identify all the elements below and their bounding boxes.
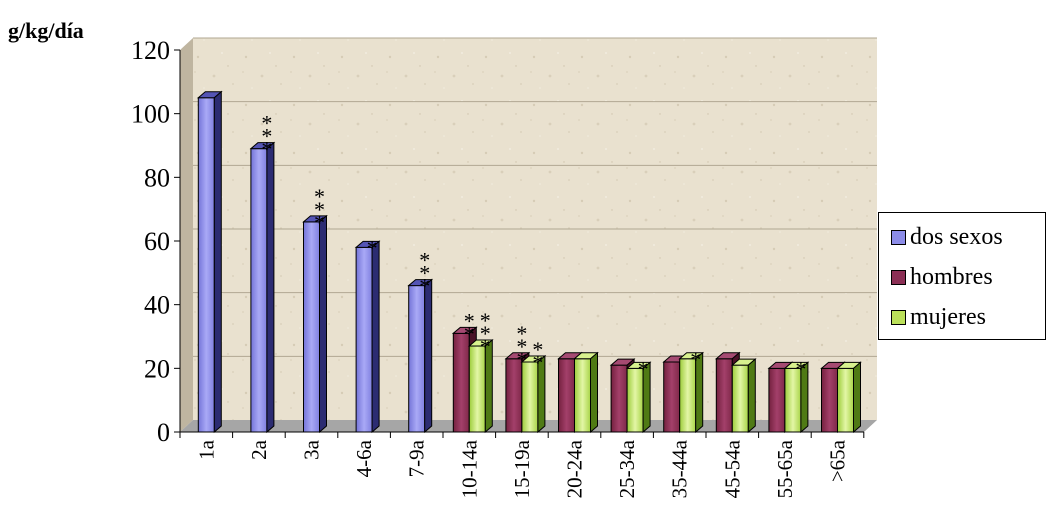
- significance-label: *: [690, 347, 701, 372]
- y-tick-label: 120: [131, 36, 170, 65]
- legend-swatch-mujeres: [891, 309, 906, 325]
- significance-label: * *: [532, 337, 543, 375]
- legend-item-dos-sexos: dos sexos: [891, 223, 1003, 251]
- x-tick-label-55-65a: 55-65a: [773, 439, 797, 498]
- bar-mujeres-45-54a: [730, 358, 757, 434]
- y-tick-label: 60: [144, 227, 170, 256]
- bar-front: [837, 367, 854, 433]
- bar-side: [747, 358, 756, 434]
- bar-front: [768, 367, 786, 433]
- bar-mujeres-55-65a: [783, 361, 810, 434]
- bar-dos-sexos-3a: [302, 214, 328, 434]
- bar-dos-sexos-1a: [196, 90, 223, 434]
- bar-front: [558, 358, 575, 433]
- significance-label: *: [367, 235, 378, 260]
- bar-side: [800, 361, 809, 434]
- bar-side: [537, 354, 546, 434]
- x-tick-label-45-54a: 45-54a: [720, 439, 744, 498]
- x-axis: 1a 2a 3a 4-6a 7-9a 10-14a 15-19a 20-24a 25-34a 35…: [179, 432, 865, 498]
- bar-side: [590, 351, 598, 434]
- bar-side: [853, 361, 861, 434]
- bar-dos-sexos-7-9a: [407, 278, 434, 434]
- bar-front: [574, 358, 591, 433]
- bar-side: [266, 141, 275, 434]
- bar-mujeres-10-14a: [467, 338, 494, 434]
- bar-side: [484, 338, 493, 434]
- bar-front: [250, 148, 268, 433]
- x-tick-label-1a: 1a: [194, 439, 218, 460]
- y-tick-label: 0: [157, 418, 170, 447]
- bar-side: [695, 351, 704, 434]
- y-tick-label: 100: [131, 100, 170, 129]
- bar-side: [642, 361, 651, 434]
- x-tick-label-25-34a: 25-34a: [615, 439, 639, 498]
- bar-mujeres-35-44a: [678, 351, 705, 434]
- x-tick-label-3a: 3a: [300, 439, 324, 460]
- x-tick-label-20-24a: 20-24a: [563, 439, 587, 498]
- legend-label-mujeres: mujeres: [910, 304, 986, 330]
- significance-label: *: [638, 356, 649, 381]
- bar-mujeres-65a: [836, 361, 862, 434]
- y-tick-label: 40: [144, 291, 170, 320]
- y-axis-title: g/kg/día: [8, 18, 84, 43]
- bar-front: [715, 358, 733, 433]
- y-tick-label: 80: [144, 163, 170, 192]
- legend-label-hombres: hombres: [910, 264, 993, 290]
- bar-dos-sexos-2a: [249, 141, 276, 434]
- significance-label: * * *: [480, 308, 491, 359]
- x-tick-label-65a: >65a: [826, 439, 850, 482]
- bar-front: [197, 97, 215, 433]
- legend-swatch-dos-sexos: [891, 229, 906, 245]
- significance-label: * * *: [419, 248, 430, 299]
- significance-label: * * *: [314, 184, 325, 235]
- x-tick-label-10-14a: 10-14a: [457, 439, 481, 498]
- significance-annotations: * * ** * ** * * ** ** * ** * * * * * * *: [261, 111, 806, 382]
- bar-front: [663, 361, 681, 433]
- bar-front: [731, 364, 749, 433]
- bar-front: [610, 364, 628, 433]
- legend-item-hombres: hombres: [891, 263, 993, 291]
- bar-side: [213, 90, 222, 434]
- x-tick-label-15-19a: 15-19a: [510, 439, 534, 498]
- bar-front: [408, 285, 426, 433]
- significance-label: *: [795, 356, 806, 381]
- x-tick-label-2a: 2a: [247, 439, 271, 460]
- bar-front: [821, 367, 838, 433]
- bar-side: [319, 214, 327, 434]
- bar-mujeres-25-34a: [625, 361, 652, 434]
- bar-mujeres-20-24a: [573, 351, 599, 434]
- legend-swatch-hombres: [891, 269, 906, 285]
- significance-label: * * *: [516, 321, 527, 372]
- x-tick-label-4-6a: 4-6a: [352, 439, 376, 477]
- y-axis: 0 20 40 60 80 100 120: [131, 36, 180, 447]
- bar-front: [355, 246, 373, 433]
- bar-mujeres-15-19a: [520, 354, 547, 434]
- significance-label: * * *: [261, 111, 272, 162]
- bar-side: [424, 278, 433, 434]
- bar-front: [303, 221, 320, 433]
- legend-label-dos-sexos: dos sexos: [910, 224, 1003, 250]
- bar-side: [371, 240, 380, 434]
- legend-item-mujeres: mujeres: [891, 303, 986, 331]
- significance-label: * *: [464, 308, 475, 346]
- y-tick-label: 20: [144, 354, 170, 383]
- bars: [196, 90, 862, 434]
- bar-front: [452, 332, 470, 433]
- side-wall: [180, 38, 193, 432]
- legend: dos sexos hombres mujeres: [878, 212, 1046, 340]
- x-tick-label-7-9a: 7-9a: [405, 439, 429, 477]
- x-tick-label-35-44a: 35-44a: [668, 439, 692, 498]
- bar-dos-sexos-4-6a: [354, 240, 381, 434]
